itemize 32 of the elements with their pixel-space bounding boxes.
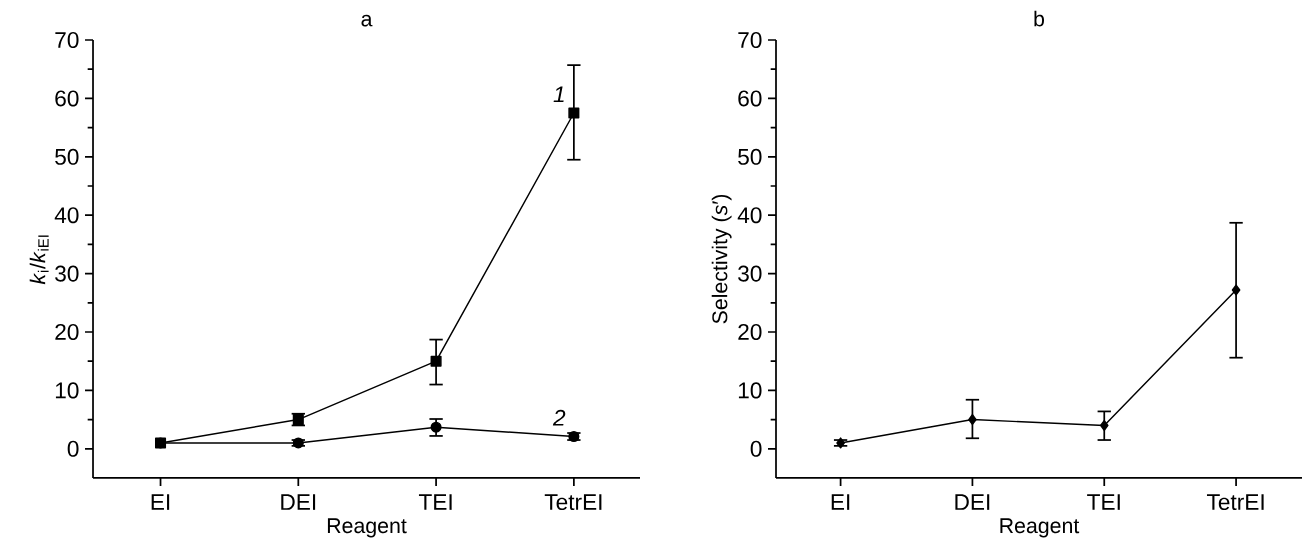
x-tick-label: TEI [418, 494, 452, 510]
x-tick-label: DEI [955, 494, 990, 510]
y-tick-label: 60 [738, 90, 762, 107]
y-tick-label: 10 [738, 382, 762, 399]
y-tick-label: 70 [55, 31, 79, 49]
y-tick-label: 0 [67, 440, 79, 457]
x-tick-label: TetrEI [544, 494, 602, 511]
x-tick-label: EI [831, 494, 850, 510]
y-tick-label: 40 [54, 207, 79, 224]
y-tick-label: 70 [738, 31, 762, 49]
y-tick-label: 10 [55, 382, 79, 399]
y-tick-label: 0 [750, 440, 762, 457]
x-tick-label: TEI [1087, 494, 1120, 510]
y-tick-label: 60 [55, 90, 79, 107]
x-tick-label: TetrEI [1206, 494, 1264, 511]
x-tick-label: DEI [281, 494, 316, 510]
y-tick-label: 30 [55, 265, 79, 282]
y-tick-label: 50 [55, 148, 79, 165]
y-tick-label: 40 [737, 207, 762, 224]
series-label: 2 [552, 409, 566, 426]
y-axis-title: Selectivity (s′) [711, 194, 732, 324]
chart-title: b [1034, 10, 1045, 27]
x-axis-title: Reagent [327, 518, 407, 538]
y-tick-label: 50 [738, 148, 762, 165]
y-tick-label: 30 [738, 265, 762, 282]
y-axis-title: k$_{i}$/k$_{iEI}$ [29, 235, 49, 285]
x-axis-title: Reagent [1000, 518, 1080, 538]
chart-title: a [361, 14, 373, 27]
y-tick-label: 20 [55, 323, 79, 341]
y-tick-label: 20 [738, 323, 762, 341]
x-tick-label: EI [151, 494, 170, 510]
series-label: 1 [553, 86, 564, 103]
